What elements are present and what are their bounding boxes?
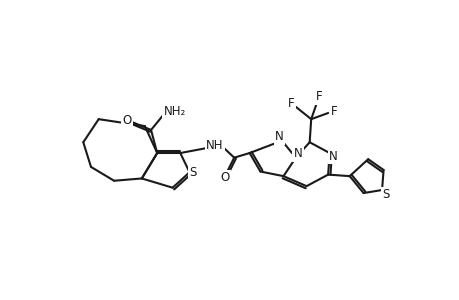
Text: S: S bbox=[189, 166, 196, 179]
Text: O: O bbox=[122, 114, 132, 127]
Text: O: O bbox=[220, 171, 229, 184]
Text: N: N bbox=[329, 150, 337, 163]
Text: NH: NH bbox=[206, 139, 223, 152]
Text: F: F bbox=[287, 97, 294, 110]
Text: F: F bbox=[330, 105, 337, 118]
Text: N: N bbox=[293, 147, 302, 160]
Text: N: N bbox=[274, 130, 283, 143]
Text: S: S bbox=[381, 188, 389, 201]
Text: NH₂: NH₂ bbox=[163, 105, 185, 118]
Text: F: F bbox=[315, 90, 321, 103]
